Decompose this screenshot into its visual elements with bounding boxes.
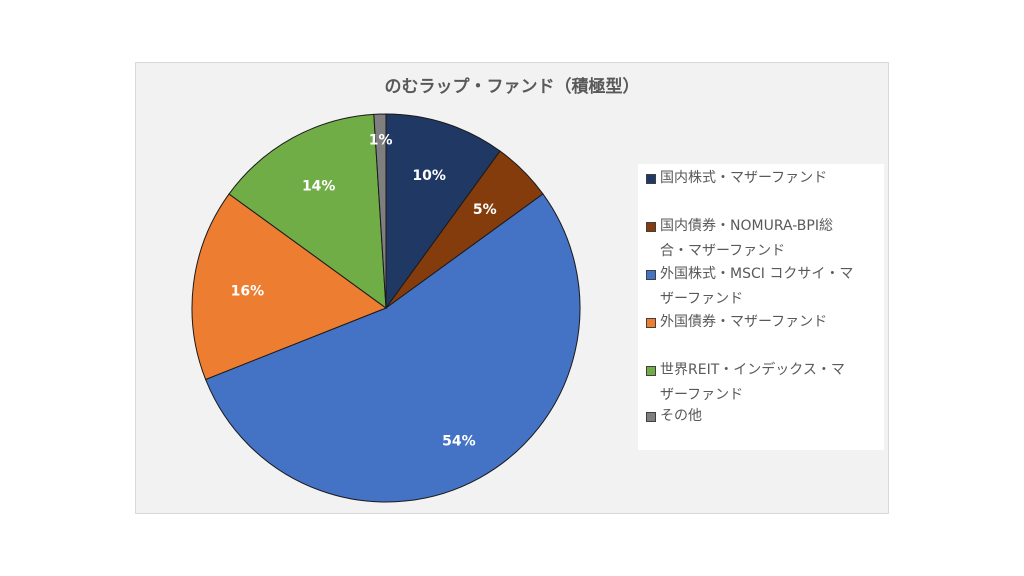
legend-label: 外国債券・マザーファンド — [660, 314, 828, 330]
legend-label: 国内債券・NOMURA-BPI総 合・マザーファンド — [660, 218, 833, 259]
slice-data-label: 1% — [369, 132, 393, 148]
pie-slice — [191, 193, 388, 381]
legend: 国内株式・マザーファンド 国内債券・NOMURA-BPI総 合・マザーファンド … — [638, 164, 884, 450]
legend-swatch — [646, 318, 656, 328]
legend-item-domestic-equity: 国内株式・マザーファンド — [646, 166, 876, 191]
slice-data-label: 14% — [302, 179, 336, 195]
slice-data-label: 54% — [442, 434, 476, 450]
legend-item-global-reit: 世界REIT・インデックス・マ ザーファンド — [646, 358, 876, 408]
legend-label: その他 — [660, 408, 702, 424]
pie-slice — [204, 193, 581, 503]
legend-label: 国内株式・マザーファンド — [660, 170, 828, 186]
legend-item-domestic-bond: 国内債券・NOMURA-BPI総 合・マザーファンド — [646, 214, 876, 264]
legend-swatch — [646, 412, 656, 422]
legend-swatch — [646, 270, 656, 280]
legend-label: 外国株式・MSCI コクサイ・マ ザーファンド — [660, 266, 854, 307]
legend-item-foreign-equity: 外国株式・MSCI コクサイ・マ ザーファンド — [646, 262, 876, 312]
chart-title: のむラップ・ファンド（積極型） — [384, 77, 640, 97]
slice-data-label: 16% — [231, 283, 265, 299]
legend-swatch — [646, 222, 656, 232]
pie-slice — [373, 113, 387, 309]
legend-item-other: その他 — [646, 404, 876, 429]
pie-slice — [385, 113, 501, 310]
legend-swatch — [646, 366, 656, 376]
slice-data-label: 10% — [412, 168, 446, 184]
legend-item-foreign-bond: 外国債券・マザーファンド — [646, 310, 876, 335]
pie-slice — [228, 113, 387, 310]
legend-swatch — [646, 174, 656, 184]
slice-data-label: 5% — [473, 202, 497, 218]
legend-label: 世界REIT・インデックス・マ ザーファンド — [660, 362, 845, 403]
